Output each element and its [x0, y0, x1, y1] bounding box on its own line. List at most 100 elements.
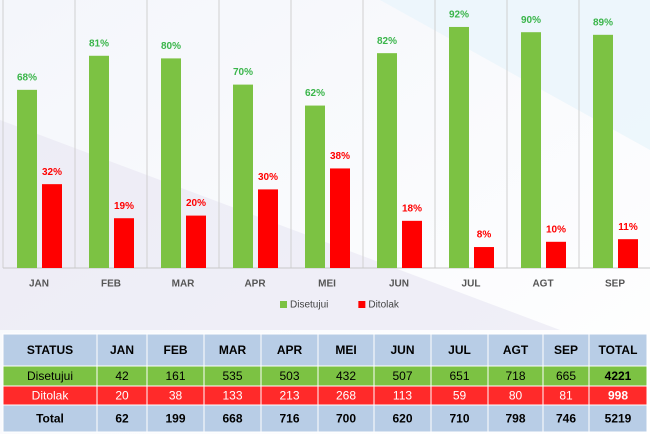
- table-value: 42: [115, 369, 129, 383]
- table-value: 665: [556, 369, 576, 383]
- data-label: 62%: [305, 88, 325, 99]
- table-header: MAR: [219, 343, 247, 357]
- table-cell: [203, 404, 262, 433]
- table-cell: [588, 404, 648, 433]
- bar: [161, 58, 181, 269]
- table-value: 535: [222, 369, 242, 383]
- table-cell: [542, 333, 590, 367]
- data-label: 20%: [186, 198, 206, 209]
- x-tick-label: MEI: [318, 279, 336, 290]
- table-value: 133: [222, 389, 242, 403]
- table-cell: [373, 404, 432, 433]
- table-cell: [487, 404, 544, 433]
- legend-swatch: [358, 301, 366, 308]
- decor: [0, 120, 560, 330]
- table-cell: [317, 404, 375, 433]
- table-value: 710: [449, 412, 469, 426]
- bar: [521, 32, 541, 269]
- table-header: JUL: [448, 343, 471, 357]
- table-cell: [2, 404, 98, 433]
- table-value: Disetujui: [27, 369, 73, 383]
- table-header: JUN: [390, 343, 414, 357]
- table-value: 80: [509, 389, 523, 403]
- data-label: 8%: [477, 230, 492, 241]
- table-value: 700: [336, 412, 356, 426]
- bar: [377, 53, 397, 268]
- table-value: 4221: [605, 369, 632, 383]
- table-value: 62: [115, 412, 129, 426]
- table-cell: [430, 333, 489, 367]
- table-value: 161: [165, 369, 185, 383]
- table-header: AGT: [503, 343, 529, 357]
- table-header: STATUS: [27, 343, 73, 357]
- bar: [233, 84, 253, 268]
- bar: [593, 34, 613, 268]
- table-value: 38: [169, 389, 183, 403]
- table-value: 59: [453, 389, 467, 403]
- x-tick-label: JUN: [389, 279, 409, 290]
- table-value: 507: [392, 369, 412, 383]
- legend-swatch: [280, 301, 287, 308]
- x-tick-label: SEP: [605, 279, 625, 290]
- data-label: 10%: [546, 224, 566, 235]
- table-value: 798: [505, 412, 525, 426]
- data-label: 38%: [330, 151, 350, 162]
- table-value: 20: [115, 389, 129, 403]
- bar: [89, 55, 109, 268]
- table-value: 113: [393, 389, 412, 403]
- bar: [546, 241, 566, 268]
- table-cell: [260, 404, 319, 433]
- table-value: 432: [336, 369, 356, 383]
- decor: [380, 0, 650, 150]
- bar: [402, 220, 422, 268]
- bar: [449, 26, 469, 269]
- table-header: APR: [277, 343, 303, 357]
- table-cell: [146, 404, 205, 433]
- data-label: 19%: [114, 201, 134, 212]
- x-tick-label: JUL: [462, 279, 481, 290]
- bar: [618, 239, 638, 268]
- table-value: 213: [279, 389, 299, 403]
- table-cell: [96, 333, 148, 367]
- bar: [17, 89, 37, 268]
- bar: [305, 105, 325, 268]
- table-value: 5219: [605, 412, 632, 426]
- table-value: 503: [279, 369, 299, 383]
- bar: [474, 247, 494, 268]
- data-label: 80%: [161, 41, 181, 52]
- x-tick-label: APR: [244, 279, 266, 290]
- data-label: 81%: [89, 38, 109, 49]
- table-value: 746: [556, 412, 576, 426]
- table-value: 716: [279, 412, 299, 426]
- table-cell: [588, 333, 648, 367]
- table-header: MEI: [335, 343, 356, 357]
- x-tick-label: AGT: [532, 279, 553, 290]
- table-cell: [373, 333, 432, 367]
- table-header: JAN: [110, 343, 134, 357]
- bar: [186, 215, 206, 268]
- x-tick-label: FEB: [101, 279, 121, 290]
- bar: [114, 218, 134, 268]
- table-value: 199: [165, 412, 185, 426]
- table-value: Ditolak: [32, 389, 70, 403]
- table-value: Total: [36, 412, 64, 426]
- data-label: 90%: [521, 15, 541, 26]
- table: STATUS JAN FEB MAR APR MEI JUN JUL AGT SEP TOTAL Di…: [2, 333, 648, 433]
- table-value: 620: [392, 412, 412, 426]
- bar: [42, 184, 62, 268]
- x-tick-label: JAN: [29, 279, 49, 290]
- data-label: 32%: [42, 167, 62, 178]
- table-value: 998: [608, 389, 628, 403]
- data-label: 89%: [593, 17, 613, 28]
- table-value: 268: [336, 389, 356, 403]
- legend-label: Ditolak: [368, 300, 400, 311]
- table-cell: [317, 333, 375, 367]
- x-tick-label: MAR: [172, 279, 196, 290]
- data-label: 82%: [377, 36, 397, 47]
- data-label: 92%: [449, 10, 469, 21]
- data-label: 30%: [258, 172, 278, 183]
- chart: JAN 68% 32% FEB 81% 19% MAR 80% 20% APR 70% 30% MEI 6…: [2, 0, 650, 311]
- table-value: 668: [222, 412, 242, 426]
- legend-label: Disetujui: [290, 300, 328, 311]
